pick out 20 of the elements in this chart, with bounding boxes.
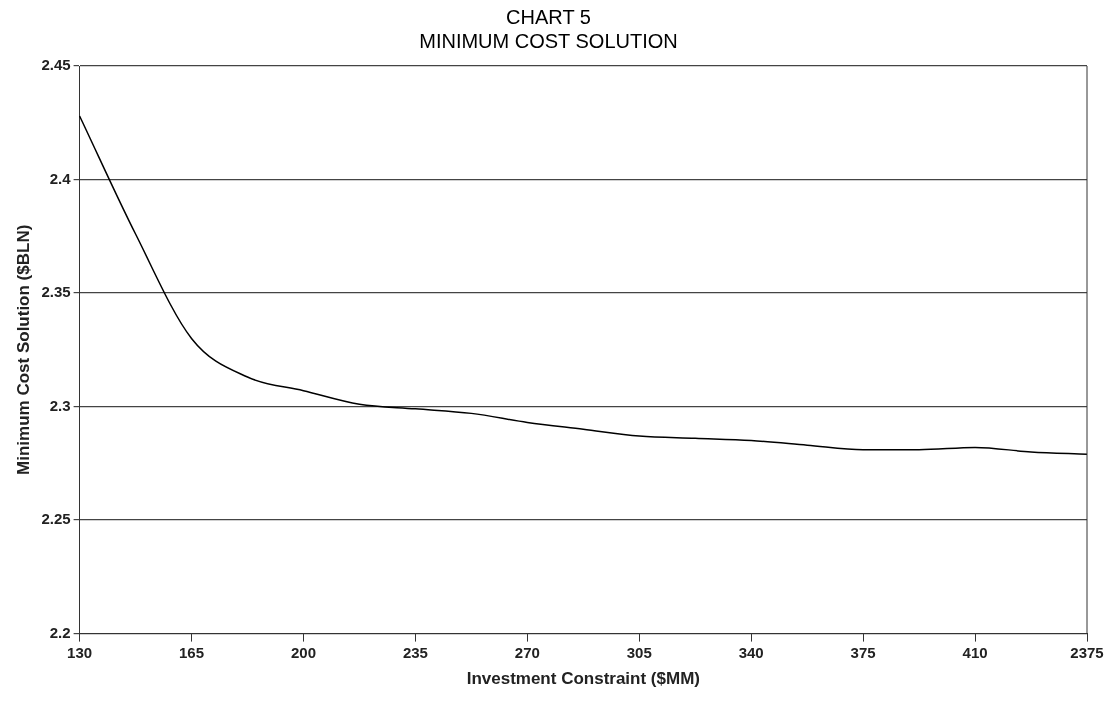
x-axis-title: Investment Constraint ($MM) bbox=[466, 669, 700, 689]
y-tick-label: 2.2 bbox=[49, 623, 71, 641]
y-tick-label: 2.45 bbox=[41, 56, 71, 74]
x-tick-label: 410 bbox=[962, 643, 988, 661]
y-axis-title: Minimum Cost Solution ($BLN) bbox=[13, 224, 33, 475]
x-tick-label: 165 bbox=[179, 643, 205, 661]
y-tick-label: 2.4 bbox=[49, 169, 72, 187]
chart-subtitle: MINIMUM COST SOLUTION bbox=[419, 29, 678, 52]
y-tick-label: 2.3 bbox=[49, 396, 71, 414]
chart-title: CHART 5 bbox=[506, 5, 591, 28]
x-tick-label: 235 bbox=[402, 643, 428, 661]
y-tick-label: 2.25 bbox=[41, 510, 71, 528]
x-tick-label: 2375 bbox=[1070, 643, 1104, 661]
x-tick-label: 375 bbox=[850, 643, 876, 661]
x-tick-label: 200 bbox=[290, 643, 316, 661]
x-tick-label: 340 bbox=[738, 643, 764, 661]
x-tick-label: 130 bbox=[67, 643, 93, 661]
x-tick-label: 305 bbox=[626, 643, 652, 661]
y-tick-label: 2.35 bbox=[41, 283, 71, 301]
x-tick-label: 270 bbox=[514, 643, 540, 661]
